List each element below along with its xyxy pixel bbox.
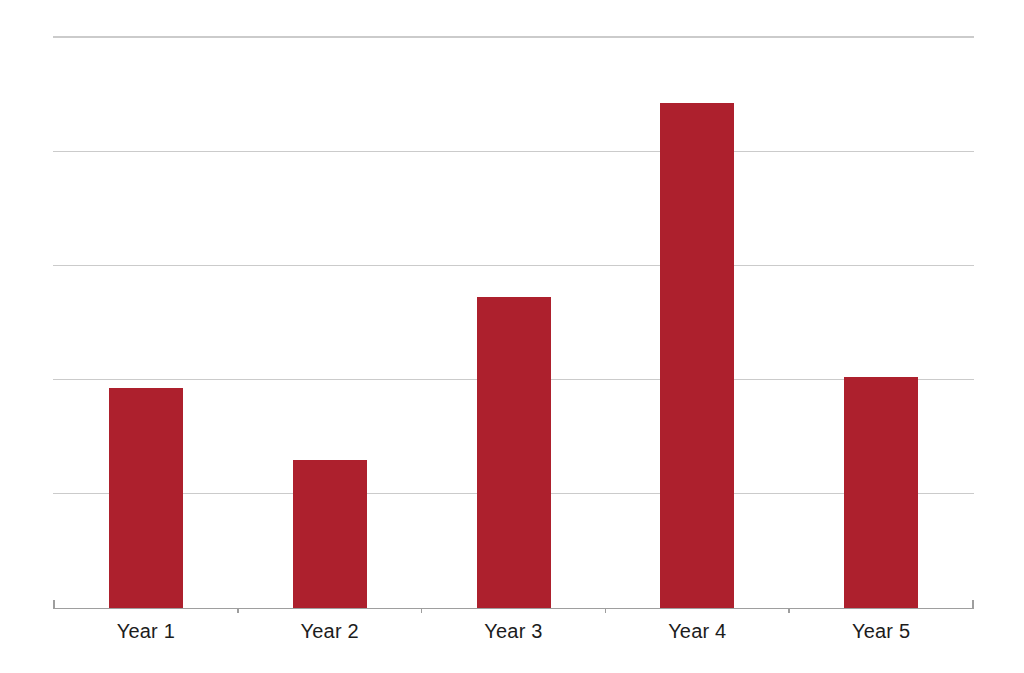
- bar-year-5: [844, 377, 918, 608]
- gridline-80: [53, 151, 974, 152]
- axis-endcap-left: [53, 600, 55, 608]
- x-label-year-1: Year 1: [54, 619, 238, 643]
- bar-year-4: [660, 103, 734, 608]
- bar-year-2: [293, 460, 367, 608]
- gridline-100: [53, 36, 974, 37]
- plot-area: [54, 37, 973, 608]
- x-label-year-3: Year 3: [422, 619, 606, 643]
- x-label-year-2: Year 2: [238, 619, 422, 643]
- gridline-60: [53, 265, 974, 266]
- bar-year-3: [477, 297, 551, 608]
- x-label-year-4: Year 4: [605, 619, 789, 643]
- x-axis-labels: Year 1Year 2Year 3Year 4Year 5: [54, 608, 973, 653]
- axis-endcap-right: [972, 600, 974, 608]
- x-label-year-5: Year 5: [789, 619, 973, 643]
- bar-year-1: [109, 388, 183, 608]
- bar-chart: Year 1Year 2Year 3Year 4Year 5: [0, 0, 1024, 673]
